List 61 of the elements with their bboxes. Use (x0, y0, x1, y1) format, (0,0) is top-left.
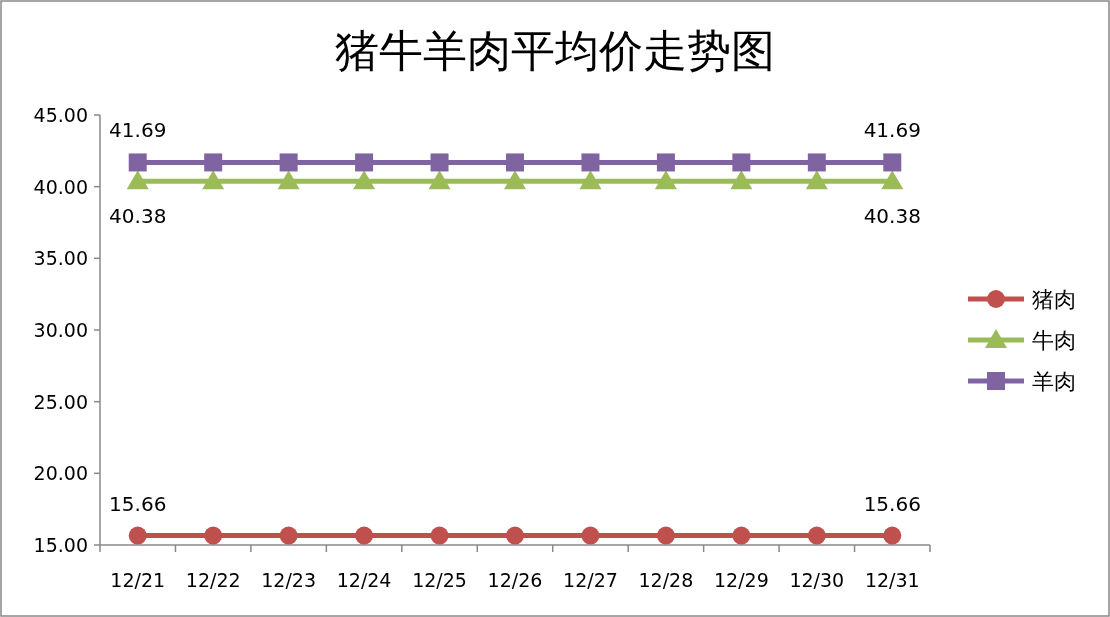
point (881, 170, 904, 190)
point (732, 153, 751, 172)
legend-label: 羊肉 (1032, 369, 1076, 394)
point (128, 153, 147, 172)
x-tick-label: 12/21 (110, 569, 166, 591)
x-tick-label: 12/28 (638, 569, 694, 591)
y-tick-label: 45.00 (33, 104, 88, 126)
y-tick-label: 25.00 (33, 390, 88, 413)
chart-title: 猪牛羊肉平均价走势图 (335, 25, 775, 76)
point (807, 526, 826, 545)
point (126, 170, 149, 190)
point (279, 526, 298, 545)
point (581, 526, 600, 545)
point (506, 526, 524, 545)
point (656, 153, 675, 172)
point (204, 526, 223, 545)
data-label: 41.69 (109, 118, 167, 143)
y-tick-label: 20.00 (33, 462, 88, 485)
point (807, 153, 826, 172)
x-tick-label: 12/29 (713, 569, 769, 591)
point (883, 153, 902, 172)
point (128, 526, 147, 545)
point (355, 153, 374, 172)
point (654, 170, 677, 190)
data-label: 41.69 (863, 118, 921, 143)
legend-label: 牛肉 (1032, 328, 1076, 353)
x-tick-label: 12/30 (789, 569, 845, 591)
point (579, 170, 602, 190)
point (204, 153, 223, 172)
y-tick-label: 35.00 (33, 247, 88, 270)
point (279, 153, 298, 172)
point (732, 526, 751, 545)
point (730, 170, 753, 190)
point (202, 170, 225, 190)
point (277, 170, 300, 190)
point (353, 170, 376, 190)
data-label: 40.38 (863, 204, 921, 229)
point (430, 526, 449, 545)
point (656, 526, 675, 545)
x-tick-label: 12/27 (563, 569, 618, 591)
x-tick-label: 12/23 (261, 569, 317, 591)
x-tick-label: 12/24 (336, 569, 392, 591)
point (506, 153, 524, 172)
x-tick-label: 12/22 (185, 569, 241, 591)
x-tick-label: 12/31 (864, 569, 920, 591)
y-tick-label: 30.00 (33, 319, 88, 341)
y-tick-label: 40.00 (33, 175, 88, 198)
point (428, 170, 451, 190)
data-label: 15.66 (863, 491, 921, 516)
point (805, 170, 828, 190)
x-tick-label: 12/26 (487, 569, 543, 591)
point (430, 153, 449, 172)
point (504, 170, 526, 190)
data-label: 40.38 (109, 204, 167, 229)
data-label: 15.66 (109, 491, 167, 516)
point (355, 526, 374, 545)
y-tick-label: 15.00 (33, 534, 88, 556)
point (581, 153, 600, 172)
legend-label: 猪肉 (1032, 287, 1076, 312)
x-tick-label: 12/25 (412, 569, 467, 591)
point (883, 526, 902, 545)
